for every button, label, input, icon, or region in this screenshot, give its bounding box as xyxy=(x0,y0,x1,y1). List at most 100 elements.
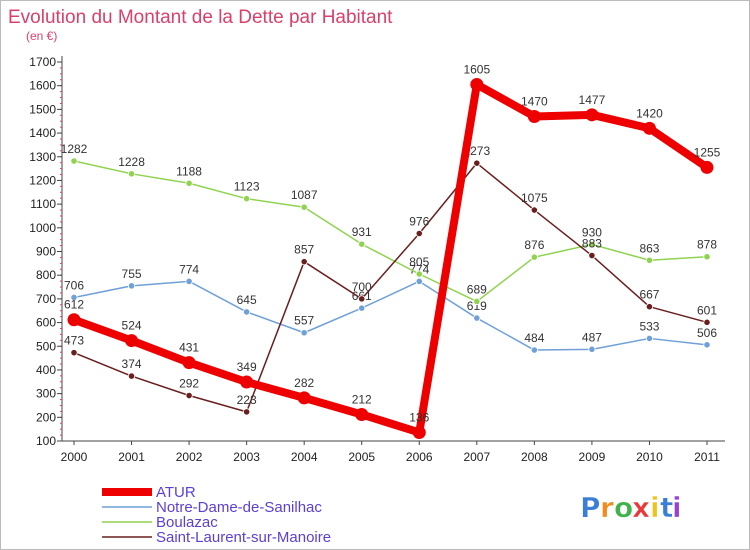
y-tick-label: 1600 xyxy=(29,79,56,93)
data-label: 1605 xyxy=(463,63,490,77)
data-label: 374 xyxy=(122,357,142,371)
data-label: 349 xyxy=(237,360,257,374)
legend-label: Boulazac xyxy=(156,514,218,531)
legend: ATURNotre-Dame-de-SanilhacBoulazacSaint-… xyxy=(102,484,331,546)
data-label: 223 xyxy=(237,393,257,407)
data-point xyxy=(645,334,654,343)
data-point xyxy=(67,313,81,327)
data-point xyxy=(185,277,193,285)
brand-letter: i xyxy=(650,491,660,524)
data-label: 612 xyxy=(64,298,84,312)
data-label: 524 xyxy=(122,319,142,333)
legend-item: Boulazac xyxy=(102,514,218,531)
y-tick-label: 1000 xyxy=(29,221,56,235)
series-layer: 7067557746455576617746194844875335061282… xyxy=(61,63,721,439)
data-label: 857 xyxy=(294,243,314,257)
x-tick-label: 2010 xyxy=(636,450,663,464)
data-point xyxy=(470,78,484,92)
data-label: 533 xyxy=(639,319,659,333)
data-point xyxy=(240,375,254,389)
data-point xyxy=(588,345,596,353)
data-point xyxy=(182,356,196,370)
data-point xyxy=(703,341,711,349)
y-tick-label: 600 xyxy=(36,316,56,330)
data-label: 863 xyxy=(639,241,659,255)
data-label: 1188 xyxy=(176,164,202,178)
data-point xyxy=(530,253,538,261)
brand-letter: t xyxy=(660,491,673,524)
series-line xyxy=(73,160,708,303)
data-point xyxy=(588,240,596,248)
series-line xyxy=(73,162,708,413)
data-label: 805 xyxy=(409,255,429,269)
data-label: 292 xyxy=(179,377,199,391)
data-point xyxy=(243,308,251,316)
data-point xyxy=(243,408,251,416)
data-label: 431 xyxy=(179,341,199,355)
legend-item: Notre-Dame-de-Sanilhac xyxy=(102,499,322,516)
legend-label: Saint-Laurent-sur-Manoire xyxy=(156,529,331,546)
data-point xyxy=(243,195,251,203)
data-label: 1228 xyxy=(118,155,145,169)
x-tick-label: 2002 xyxy=(176,450,203,464)
y-tick-label: 800 xyxy=(36,268,56,282)
data-point xyxy=(415,270,423,278)
data-label: 619 xyxy=(467,299,487,313)
data-label: 557 xyxy=(294,314,314,328)
data-point xyxy=(358,304,366,312)
y-tick-label: 400 xyxy=(36,363,56,377)
data-point xyxy=(300,203,308,211)
data-label: 774 xyxy=(409,262,429,276)
brand-letter: P xyxy=(580,491,601,524)
data-point xyxy=(355,407,369,421)
legend-label: ATUR xyxy=(156,484,196,501)
data-label: 1123 xyxy=(234,180,260,194)
data-point xyxy=(127,282,136,290)
x-tick-label: 2007 xyxy=(463,450,490,464)
x-tick-label: 2000 xyxy=(61,450,88,464)
data-point xyxy=(125,334,139,348)
data-label: 136 xyxy=(409,410,429,424)
y-tick-label: 200 xyxy=(36,410,56,424)
y-tick-label: 1100 xyxy=(30,197,56,211)
y-tick-label: 1200 xyxy=(29,173,56,187)
data-label: 706 xyxy=(64,278,84,292)
data-label: 1087 xyxy=(291,188,318,202)
data-point xyxy=(530,206,538,214)
series-atur: 612 524 431 349 282 212 136 1605 1470 1477 1420 125… xyxy=(64,63,721,439)
data-point xyxy=(588,251,596,260)
chart-title: Evolution du Montant de la Dette par Hab… xyxy=(8,7,393,28)
data-label: 931 xyxy=(352,225,372,239)
y-tick-label: 1300 xyxy=(29,150,56,164)
data-point xyxy=(642,121,656,135)
data-point xyxy=(300,329,308,337)
legend-item: ATUR xyxy=(102,484,196,501)
data-label: 645 xyxy=(237,293,257,307)
y-tick-label: 100 xyxy=(36,434,56,448)
data-label: 689 xyxy=(467,282,487,296)
y-tick-label: 1400 xyxy=(29,126,56,140)
data-point xyxy=(703,253,711,261)
data-point xyxy=(70,293,78,302)
data-label: 282 xyxy=(294,376,314,390)
data-label: 755 xyxy=(122,267,142,281)
x-tick-label: 2004 xyxy=(291,450,318,464)
data-label: 1420 xyxy=(636,106,663,120)
series-notre-dame-de-sanilhac: 706755774645557661774619484487533506 xyxy=(64,262,717,354)
y-tick-label: 300 xyxy=(36,387,56,401)
data-label: 473 xyxy=(64,334,84,348)
brand-letter: x xyxy=(632,491,650,524)
x-tick-label: 2005 xyxy=(348,450,375,464)
data-label: 876 xyxy=(524,238,544,252)
data-point xyxy=(70,157,78,165)
series-line xyxy=(70,80,711,437)
legend-label: Notre-Dame-de-Sanilhac xyxy=(156,499,322,516)
data-label: 976 xyxy=(409,214,429,228)
data-label: 487 xyxy=(582,330,602,344)
brand-letter: o xyxy=(614,491,633,524)
data-point xyxy=(297,391,311,405)
